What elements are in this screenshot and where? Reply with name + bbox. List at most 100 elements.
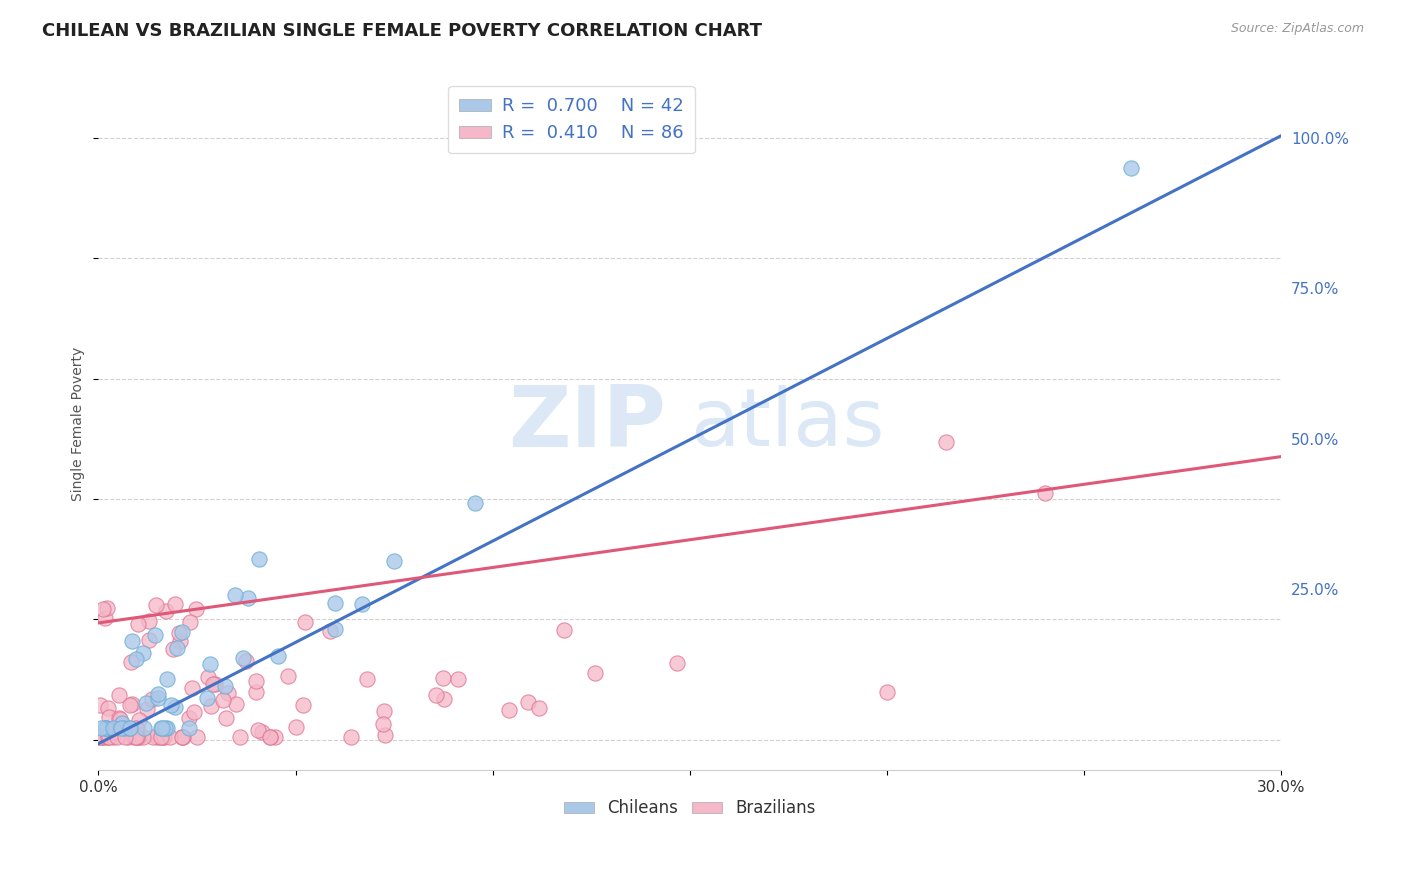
Point: [318, 624, 340, 638]
Point: [94, 721, 117, 735]
Point: [373, 704, 395, 718]
Point: [155, 604, 177, 618]
Point: [517, 695, 540, 709]
Point: [122, 730, 145, 744]
Point: [167, 625, 190, 640]
Point: [245, 685, 267, 699]
Point: [200, 657, 222, 671]
Point: [247, 552, 270, 566]
Point: [112, 721, 135, 735]
Point: [108, 711, 131, 725]
Point: [97, 730, 120, 744]
Point: [179, 615, 201, 630]
Point: [224, 588, 246, 602]
Point: [124, 652, 146, 666]
Point: [277, 669, 299, 683]
Point: [153, 721, 176, 735]
Point: [150, 721, 173, 735]
Point: [876, 684, 898, 698]
Point: [143, 628, 166, 642]
Point: [180, 681, 202, 695]
Point: [97, 730, 120, 744]
Point: [166, 640, 188, 655]
Point: [127, 730, 149, 744]
Point: [294, 615, 316, 629]
Point: [245, 674, 267, 689]
Point: [146, 690, 169, 705]
Point: [165, 597, 187, 611]
Point: [146, 687, 169, 701]
Point: [89, 730, 111, 744]
Point: [89, 698, 111, 713]
Point: [183, 705, 205, 719]
Point: [247, 723, 270, 737]
Point: [94, 721, 117, 735]
Point: [666, 656, 689, 670]
Point: [197, 670, 219, 684]
Point: [101, 721, 124, 735]
Point: [935, 434, 957, 449]
Point: [98, 710, 121, 724]
Point: [127, 730, 149, 744]
Point: [464, 496, 486, 510]
Point: [136, 702, 159, 716]
Point: [352, 598, 374, 612]
Point: [323, 596, 346, 610]
Point: [356, 672, 378, 686]
Point: [91, 730, 114, 744]
Point: [232, 651, 254, 665]
Point: [425, 688, 447, 702]
Point: [114, 730, 136, 744]
Point: [150, 730, 173, 744]
Point: [177, 711, 200, 725]
Point: [152, 730, 174, 744]
Point: [1033, 486, 1056, 500]
Point: [215, 711, 238, 725]
Point: [163, 699, 186, 714]
Point: [1121, 161, 1143, 175]
Legend: Chileans, Brazilians: Chileans, Brazilians: [557, 793, 823, 824]
Point: [110, 721, 132, 735]
Point: [156, 721, 179, 735]
Point: [162, 641, 184, 656]
Point: [132, 730, 155, 744]
Point: [284, 720, 307, 734]
Point: [117, 730, 139, 744]
Point: [200, 698, 222, 713]
Point: [145, 599, 167, 613]
Point: [225, 698, 247, 712]
Point: [111, 715, 134, 730]
Point: [156, 673, 179, 687]
Point: [432, 672, 454, 686]
Point: [291, 698, 314, 713]
Point: [259, 730, 281, 744]
Point: [374, 728, 396, 742]
Point: [214, 679, 236, 693]
Text: Source: ZipAtlas.com: Source: ZipAtlas.com: [1230, 22, 1364, 36]
Point: [120, 655, 142, 669]
Point: [97, 701, 120, 715]
Point: [371, 717, 394, 731]
Point: [118, 721, 141, 735]
Point: [212, 692, 235, 706]
Point: [118, 698, 141, 712]
Point: [382, 554, 405, 568]
Point: [197, 690, 219, 705]
Point: [124, 730, 146, 744]
Point: [135, 696, 157, 710]
Point: [128, 730, 150, 744]
Point: [153, 730, 176, 744]
Point: [447, 672, 470, 686]
Point: [94, 611, 117, 625]
Point: [186, 730, 208, 744]
Point: [236, 591, 259, 606]
Point: [90, 721, 112, 735]
Point: [149, 730, 172, 744]
Point: [132, 646, 155, 660]
Point: [235, 654, 257, 668]
Point: [252, 725, 274, 739]
Point: [134, 721, 156, 735]
Point: [128, 714, 150, 728]
Point: [146, 730, 169, 744]
Point: [138, 614, 160, 628]
